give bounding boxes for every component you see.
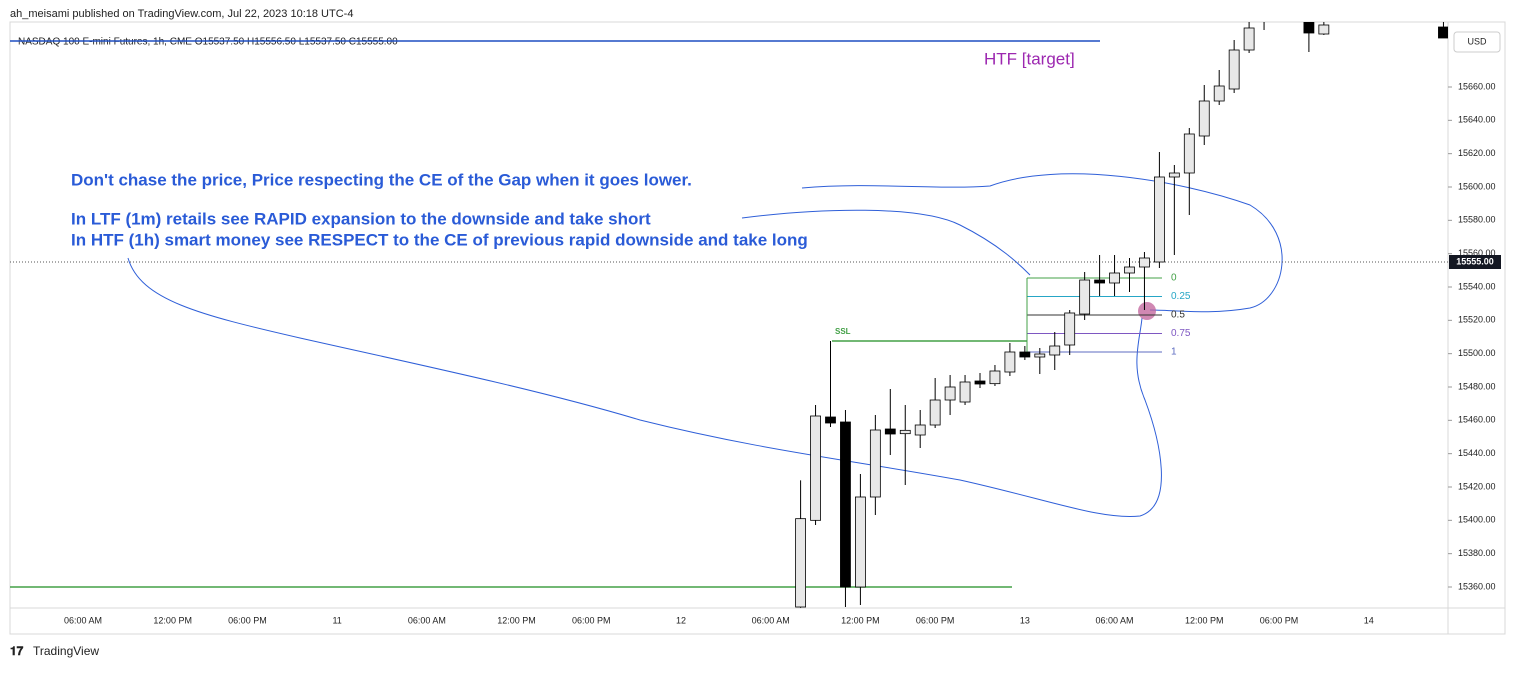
candle-body [1438,26,1448,39]
candle-body [1198,100,1210,137]
x-tick-label: 06:00 AM [408,615,446,625]
candle-body [825,416,836,424]
y-tick-label: 15420.00 [1458,481,1496,491]
candle-body [1139,257,1150,268]
candle-body [810,415,821,521]
candle-body [959,381,971,403]
fib-label: 0.5 [1171,310,1185,321]
candle-body [840,421,851,588]
y-tick-label: 15600.00 [1458,181,1496,191]
y-tick-label: 15440.00 [1458,448,1496,458]
y-tick-label: 15620.00 [1458,148,1496,158]
x-tick-label: 06:00 PM [572,615,611,625]
brand-logo: 𝟏𝟕 [10,644,24,658]
fib-label: 0 [1171,273,1177,284]
candle-body [1004,351,1016,373]
publisher: ah_meisami published on TradingView.com,… [10,8,353,20]
x-tick-label: 12:00 PM [841,615,880,625]
currency: USD [1467,36,1487,46]
candle-body [1094,279,1105,284]
y-tick-label: 15460.00 [1458,415,1496,425]
brand: TradingView [33,644,99,658]
candle-body [1154,176,1165,263]
y-tick-label: 15580.00 [1458,215,1496,225]
candle-body [1019,351,1031,358]
annotation: In HTF (1h) smart money see RESPECT to t… [71,230,808,249]
candle-body [1318,24,1330,35]
x-tick-label: 14 [1364,615,1374,625]
currency-box[interactable] [1453,31,1501,53]
x-tick-label: 12:00 PM [497,615,536,625]
candle-body [929,399,941,426]
y-tick-label: 15520.00 [1458,315,1496,325]
candle-body [1303,22,1315,34]
x-tick-label: 06:00 PM [228,615,267,625]
candle-body [1034,353,1046,358]
x-tick-label: 12:00 PM [1185,615,1224,625]
x-tick-label: 12 [676,615,686,625]
x-tick-label: 12:00 PM [153,615,192,625]
x-tick-label: 11 [332,615,341,625]
candle-body [1109,272,1120,284]
marker-circle [1138,302,1156,320]
last-price-label: 15555.00 [1456,256,1494,266]
y-tick-label: 15400.00 [1458,515,1496,525]
y-tick-label: 15380.00 [1458,548,1496,558]
y-tick-label: 15540.00 [1458,281,1496,291]
candle-body [869,429,881,498]
last-price-box [1449,255,1501,269]
candle-body [989,370,1001,385]
candle-body [1259,12,1269,20]
x-tick-label: 06:00 AM [64,615,102,625]
candle-body [974,380,986,385]
candle-body [1064,312,1076,346]
y-tick-label: 15480.00 [1458,381,1496,391]
candle-body [855,496,866,588]
candle-body [795,518,806,608]
candle-body [1049,345,1061,356]
annotation: In LTF (1m) retails see RAPID expansion … [71,209,651,228]
candle-body [1213,85,1225,102]
y-tick-label: 15500.00 [1458,348,1496,358]
candle-body [1183,133,1195,174]
chart-frame [9,21,1506,635]
candle-body [1079,279,1091,315]
fib-label: 1 [1171,347,1177,358]
y-tick-label: 15640.00 [1458,115,1496,125]
y-tick-label: 15560.00 [1458,248,1496,258]
fib-label: 0.25 [1171,291,1191,302]
x-tick-label: 06:00 AM [752,615,790,625]
candle-body [899,429,911,435]
plot-area [10,12,1448,608]
fib-label: 0.75 [1171,328,1191,339]
overlay: 15360.00 15380.00 15400.00 15420.00 15440.00… [64,49,1501,625]
candle-body [944,386,956,401]
x-tick-label: 06:00 PM [916,615,955,625]
candle-body [914,424,926,436]
x-tick-label: 06:00 AM [1096,615,1134,625]
level-label: SSL [835,327,851,336]
candle-body [1124,266,1135,274]
symbol-title: NASDAQ 100 E-mini Futures, 1h, CME O1553… [18,37,398,48]
x-tick-label: 13 [1020,615,1030,625]
candle-body [1168,172,1180,178]
y-tick-label: 15660.00 [1458,81,1496,91]
annotation: Don't chase the price, Price respecting … [71,170,692,189]
annotation: HTF [target] [984,49,1075,68]
y-tick-label: 15360.00 [1458,581,1496,591]
candle-body [884,428,896,435]
candle-body [1228,49,1240,90]
candle-body [1243,27,1255,51]
x-tick-label: 06:00 PM [1260,615,1299,625]
